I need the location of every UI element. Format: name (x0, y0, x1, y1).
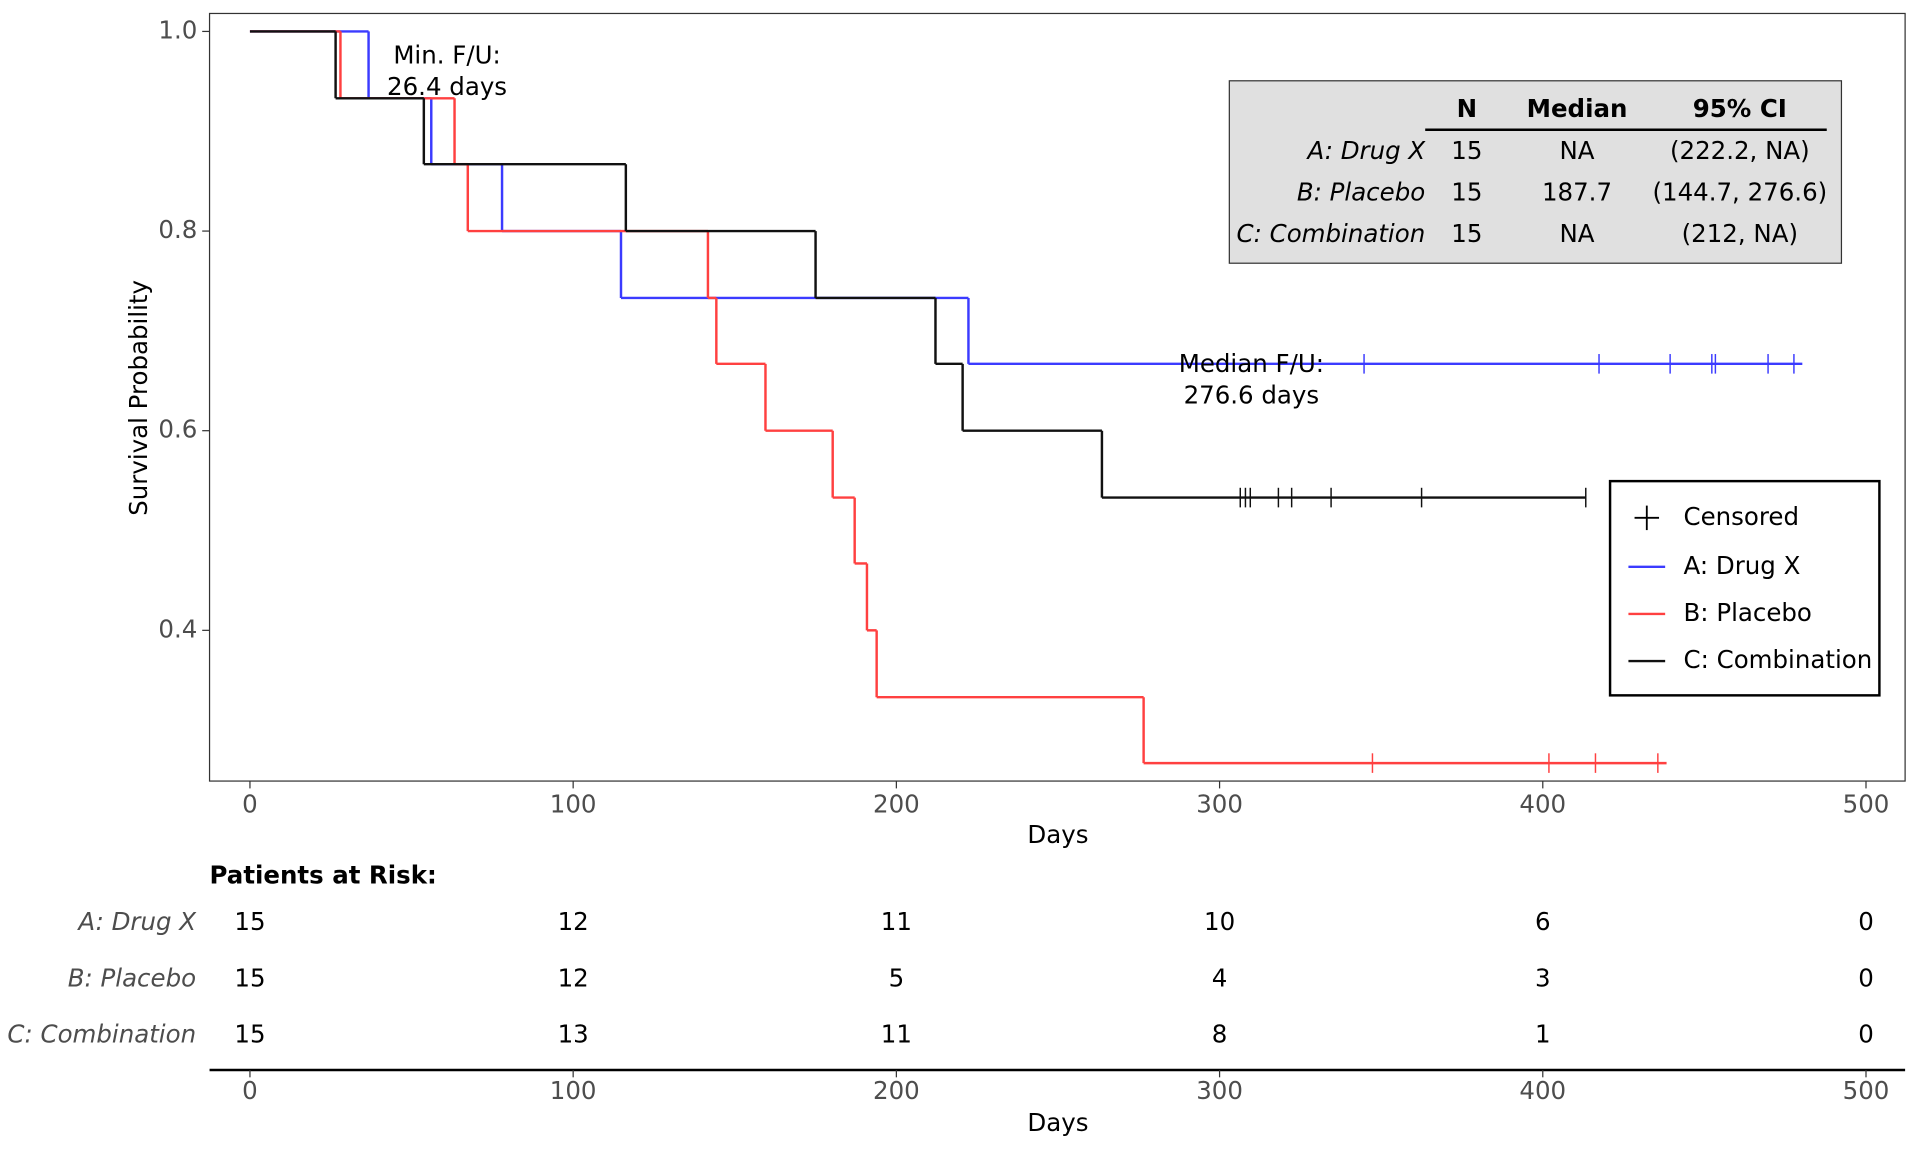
risk-x-tick-label: 0 (242, 1076, 258, 1105)
risk-row-label: B: Placebo (68, 963, 196, 992)
legend-label: A: Drug X (1684, 551, 1801, 580)
y-tick-label: 0.8 (158, 215, 197, 244)
risk-count: 11 (881, 1020, 912, 1049)
risk-x-tick-label: 300 (1196, 1076, 1243, 1105)
legend-label: C: Combination (1684, 645, 1873, 674)
risk-count: 10 (1204, 907, 1235, 936)
risk-count: 0 (1858, 1020, 1874, 1049)
risk-count: 15 (234, 963, 265, 992)
summary-header: N (1457, 94, 1477, 123)
summary-row-label: C: Combination (1237, 219, 1426, 248)
summary-cell: (144.7, 276.6) (1652, 177, 1827, 206)
x-tick-label: 0 (242, 790, 258, 819)
x-tick-label: 500 (1843, 790, 1890, 819)
summary-table-box (1228, 80, 1843, 264)
legend-label: Censored (1684, 502, 1799, 531)
summary-cell: 187.7 (1542, 177, 1612, 206)
x-tick-label: 100 (550, 790, 597, 819)
risk-count: 0 (1858, 963, 1874, 992)
risk-count: 4 (1212, 963, 1228, 992)
risk-row-label: C: Combination (7, 1020, 196, 1049)
risk-row-label: A: Drug X (76, 907, 197, 936)
annotation: Min. F/U: (393, 40, 500, 69)
x-tick-label: 400 (1519, 790, 1566, 819)
risk-x-tick-label: 400 (1519, 1076, 1566, 1105)
y-axis-label: Survival Probability (124, 280, 153, 516)
summary-cell: (222.2, NA) (1670, 136, 1810, 165)
annotation: 26.4 days (387, 72, 507, 101)
risk-count: 15 (234, 907, 265, 936)
y-tick-label: 0.6 (158, 415, 197, 444)
summary-header: 95% CI (1693, 94, 1787, 123)
risk-x-axis-label: Days (1027, 1108, 1088, 1137)
x-tick-label: 300 (1196, 790, 1243, 819)
panel-border (208, 12, 1906, 782)
risk-x-tick-label: 200 (873, 1076, 920, 1105)
risk-count: 6 (1535, 907, 1551, 936)
risk-count: 5 (889, 963, 905, 992)
summary-cell: NA (1559, 136, 1594, 165)
summary-cell: 15 (1451, 177, 1482, 206)
risk-count: 12 (558, 963, 589, 992)
risk-count: 15 (234, 1020, 265, 1049)
risk-x-tick-label: 100 (550, 1076, 597, 1105)
risk-count: 11 (881, 907, 912, 936)
risk-count: 3 (1535, 963, 1551, 992)
risk-count: 0 (1858, 907, 1874, 936)
summary-row-label: A: Drug X (1306, 136, 1427, 165)
x-axis-label: Days (1027, 820, 1088, 849)
y-tick-label: 0.4 (158, 614, 197, 643)
summary-cell: NA (1559, 219, 1594, 248)
y-tick-label: 1.0 (158, 15, 197, 44)
risk-count: 1 (1535, 1020, 1551, 1049)
risk-table-title: Patients at Risk: (210, 861, 437, 890)
risk-count: 12 (558, 907, 589, 936)
risk-x-tick-label: 500 (1843, 1076, 1890, 1105)
risk-count: 13 (558, 1020, 589, 1049)
summary-cell: 15 (1451, 219, 1482, 248)
summary-row-label: B: Placebo (1297, 177, 1425, 206)
legend-label: B: Placebo (1684, 598, 1812, 627)
annotation: Median F/U: (1179, 349, 1324, 378)
risk-count: 8 (1212, 1020, 1228, 1049)
summary-header: Median (1527, 94, 1628, 123)
summary-cell: (212, NA) (1682, 219, 1798, 248)
x-tick-label: 200 (873, 790, 920, 819)
summary-cell: 15 (1451, 136, 1482, 165)
annotation: 276.6 days (1184, 381, 1320, 410)
legend-box (1608, 479, 1881, 697)
